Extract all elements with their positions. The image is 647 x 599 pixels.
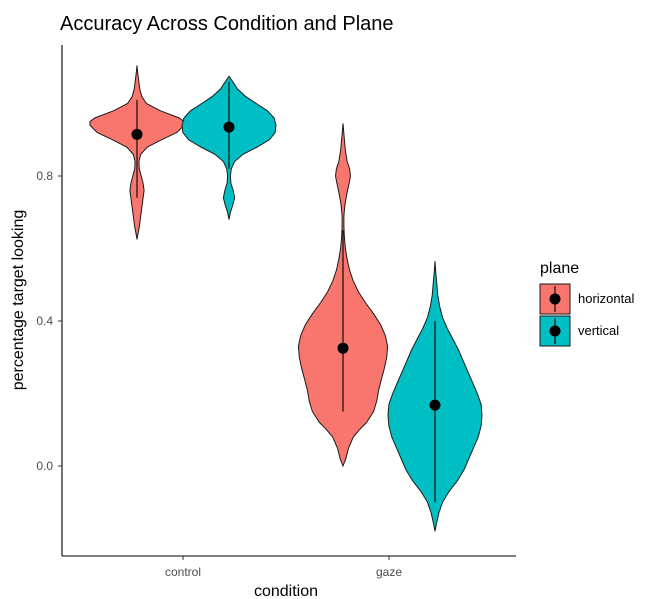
mean-point-vertical-control bbox=[223, 121, 235, 133]
mean-point-horizontal-gaze bbox=[337, 342, 349, 354]
chart-title: Accuracy Across Condition and Plane bbox=[60, 13, 394, 35]
y-tick-label: 0.0 bbox=[36, 459, 53, 473]
y-tick-label: 0.8 bbox=[36, 169, 53, 183]
x-ticks: control gaze bbox=[165, 556, 402, 579]
y-axis-title: percentage target looking bbox=[10, 210, 27, 391]
legend-label-horizontal: horizontal bbox=[578, 291, 634, 306]
x-axis-title: condition bbox=[254, 583, 318, 599]
mean-point-horizontal-control bbox=[131, 128, 143, 140]
axes bbox=[61, 45, 516, 557]
legend-label-vertical: vertical bbox=[578, 323, 619, 338]
legend-title: plane bbox=[540, 260, 579, 277]
x-tick-label: control bbox=[165, 565, 201, 579]
y-ticks: 0.0 0.4 0.8 bbox=[36, 169, 62, 473]
mean-point-vertical-gaze bbox=[429, 399, 441, 411]
legend: plane horizontal vertical bbox=[539, 260, 634, 347]
violin-layer bbox=[89, 65, 483, 532]
legend-key-point bbox=[549, 325, 561, 337]
legend-key-point bbox=[549, 293, 561, 305]
y-tick-label: 0.4 bbox=[36, 314, 53, 328]
x-tick-label: gaze bbox=[376, 565, 402, 579]
